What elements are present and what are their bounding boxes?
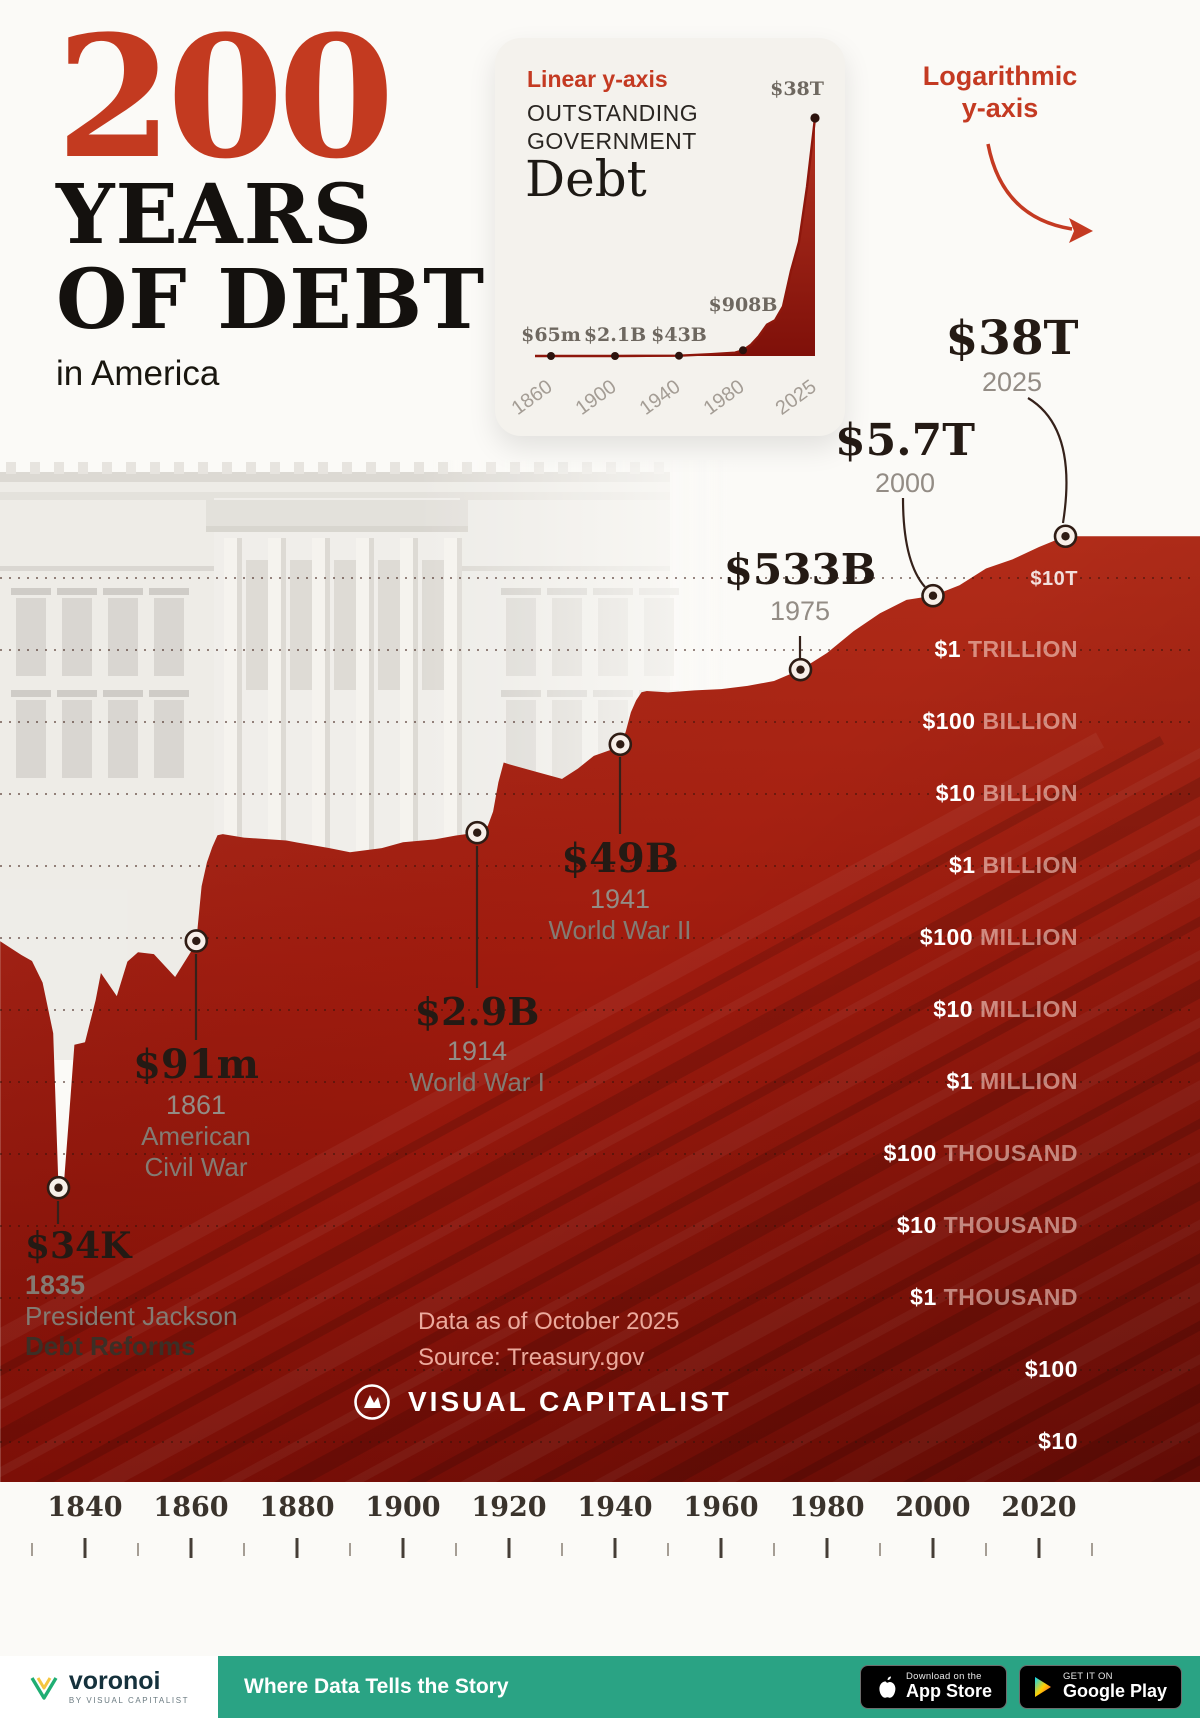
inset-heading-2: GOVERNMENT (527, 128, 697, 154)
google-play-badge-label: Google Play (1062, 1681, 1167, 1702)
linear-inset-card: Linear y-axis OUTSTANDING GOVERNMENT Deb… (495, 38, 845, 436)
title-line-years: YEARS (56, 167, 374, 264)
voronoi-byline: BY VISUAL CAPITALIST (68, 1696, 190, 1705)
visual-capitalist-wordmark: VISUAL CAPITALIST (408, 1386, 732, 1417)
inset-value-label: $65m (521, 324, 581, 346)
inset-value-label: $38T (770, 78, 824, 100)
x-axis-ticks (31, 1538, 1093, 1558)
footer-green-band: Where Data Tells the Story Download on t… (218, 1656, 1200, 1718)
voronoi-logo-icon (30, 1677, 58, 1700)
visual-capitalist-logo-icon (354, 1384, 390, 1420)
log-axis-note-line2: y-axis (961, 93, 1039, 124)
footer-tagline: Where Data Tells the Story (244, 1675, 509, 1698)
store-badges: Download on the App Store (859, 1665, 1182, 1709)
google-play-badge-eyebrow: GET IT ON (1062, 1670, 1113, 1682)
inset-value-label: $908B (708, 294, 778, 316)
data-source-note: Data as of October 2025 Source: Treasury… (418, 1304, 680, 1376)
inset-heading-debt: Debt (525, 150, 647, 208)
app-store-badge-label: App Store (905, 1681, 992, 1702)
app-store-badge-eyebrow: Download on the (905, 1670, 982, 1682)
linear-axis-note: Linear y-axis (527, 66, 668, 92)
title-number: 200 (56, 0, 395, 196)
inset-value-label: $43B (651, 324, 707, 346)
google-play-icon (1034, 1677, 1051, 1697)
log-axis-arrow-icon (986, 143, 1093, 243)
inset-heading-1: OUTSTANDING (527, 100, 699, 126)
voronoi-wordmark: voronoi (68, 1667, 161, 1695)
footer-bar: voronoi BY VISUAL CAPITALIST Where Data … (0, 1656, 1200, 1718)
apple-icon (879, 1676, 896, 1698)
page-title: 200 YEARS OF DEBT in America (56, 0, 486, 394)
title-subtitle: in America (56, 354, 220, 394)
inset-value-label: $2.1B (583, 324, 647, 346)
inset-linear-chart (535, 113, 820, 360)
visual-capitalist-brand: VISUAL CAPITALIST (352, 1382, 732, 1422)
google-play-badge[interactable]: GET IT ON Google Play (1018, 1665, 1182, 1709)
data-as-of: Data as of October 2025 (418, 1308, 680, 1335)
log-axis-note-line1: Logarithmic (922, 61, 1078, 91)
title-line-of-debt: OF DEBT (56, 251, 486, 348)
annotation-markers (46, 397, 1078, 1224)
log-axis-note: Logarithmic y-axis (915, 60, 1085, 125)
data-source: Source: Treasury.gov (418, 1344, 645, 1371)
app-store-badge[interactable]: Download on the App Store (859, 1665, 1007, 1709)
voronoi-logo-block: voronoi BY VISUAL CAPITALIST (0, 1656, 218, 1718)
